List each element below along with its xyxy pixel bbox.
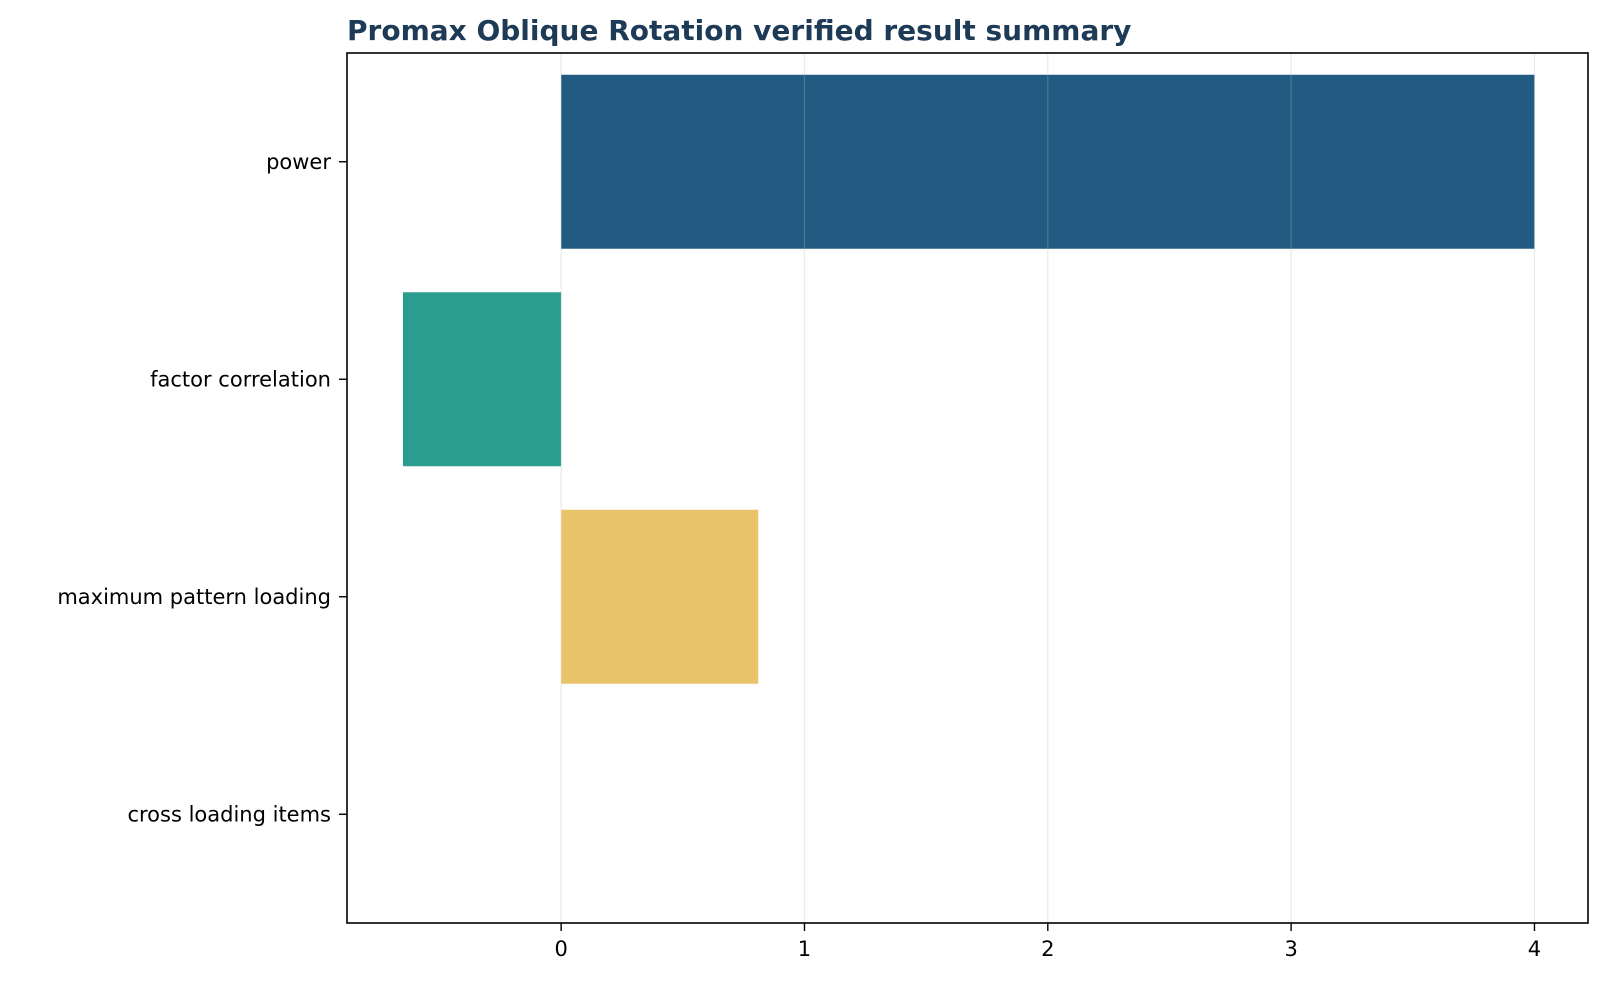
bars xyxy=(402,53,1536,923)
y-tick-label: cross loading items xyxy=(127,802,331,826)
chart-title: Promax Oblique Rotation verified result … xyxy=(347,14,1131,47)
y-tick-label: factor correlation xyxy=(150,367,331,391)
y-tick-label: power xyxy=(266,150,331,174)
x-tick-label: 4 xyxy=(1528,937,1541,961)
bar-power xyxy=(561,74,1535,249)
y-tick-label: maximum pattern loading xyxy=(57,585,331,609)
x-tick-label: 2 xyxy=(1041,937,1054,961)
x-tick-label: 1 xyxy=(798,937,811,961)
axes: 0 1 2 3 4 power factor correlation maximum patt… xyxy=(57,150,1541,961)
x-tick-label: 0 xyxy=(554,937,567,961)
x-tick-label: 3 xyxy=(1284,937,1297,961)
plot-frame xyxy=(346,52,1589,924)
bar-maximum-pattern-loading xyxy=(561,509,759,684)
bar-factor-correlation xyxy=(402,292,562,467)
